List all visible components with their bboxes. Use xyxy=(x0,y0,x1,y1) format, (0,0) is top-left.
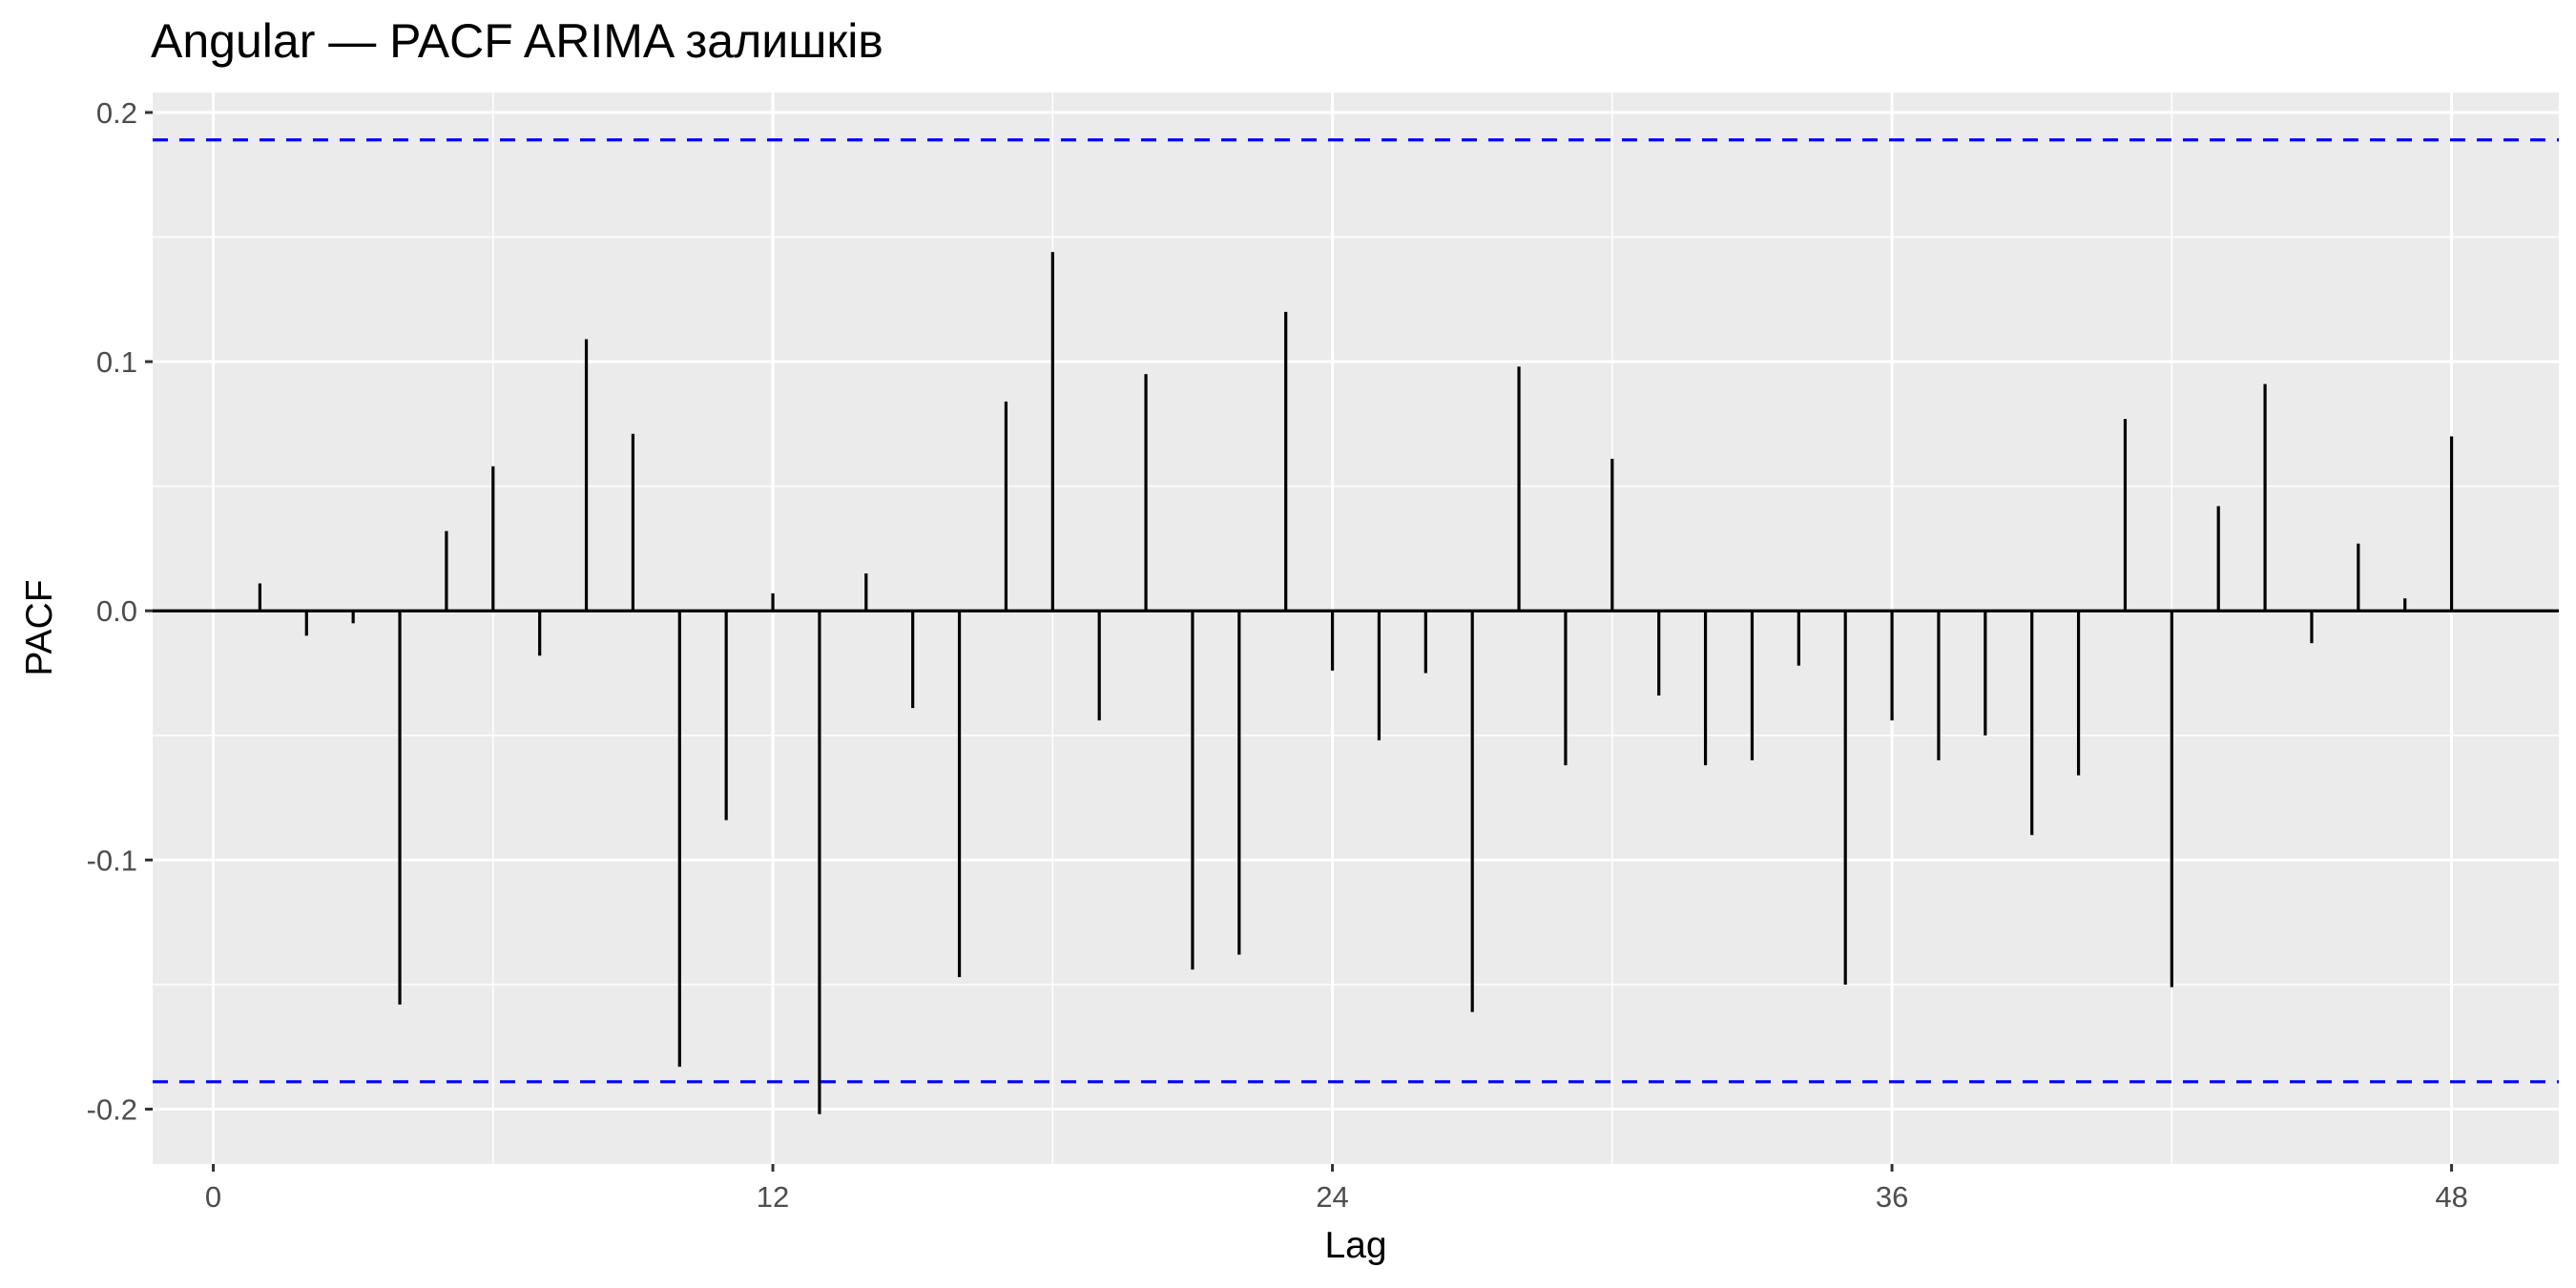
x-tick-label: 48 xyxy=(2435,1180,2467,1214)
major-gridlines xyxy=(153,93,2559,1164)
x-tick-label: 0 xyxy=(205,1180,221,1214)
y-axis-title: PACF xyxy=(19,579,60,675)
y-tick-label: 0.0 xyxy=(96,594,137,628)
y-axis: -0.2 -0.1 0.0 0.1 0.2 xyxy=(87,96,153,1127)
y-tick-label: -0.1 xyxy=(87,843,137,877)
plot-panel xyxy=(153,93,2559,1164)
chart-title: Angular — PACF ARIMA залишків xyxy=(151,14,883,68)
y-tick-label: 0.2 xyxy=(96,96,137,130)
x-tick-label: 36 xyxy=(1876,1180,1908,1214)
x-tick-label: 24 xyxy=(1316,1180,1348,1214)
x-axis-title: Lag xyxy=(1324,1225,1386,1266)
y-tick-label: -0.2 xyxy=(87,1093,137,1127)
pacf-bars xyxy=(258,252,2454,1114)
x-axis: 0 12 24 36 48 xyxy=(205,1164,2468,1214)
confidence-bounds xyxy=(153,138,2559,1084)
x-tick-label: 12 xyxy=(757,1180,789,1214)
y-tick-label: 0.1 xyxy=(96,345,137,379)
